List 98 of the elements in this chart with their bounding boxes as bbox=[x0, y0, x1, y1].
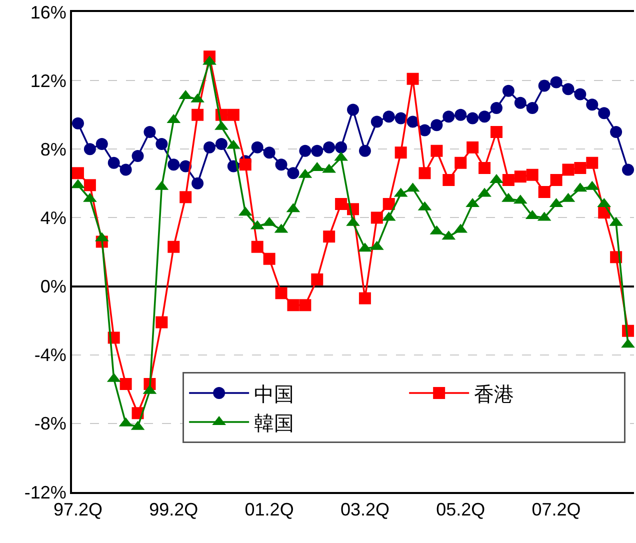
point bbox=[418, 167, 431, 180]
y-tick-label: -12% bbox=[24, 482, 66, 502]
x-tick-label: 97.2Q bbox=[53, 500, 103, 520]
point bbox=[466, 141, 479, 154]
point bbox=[287, 299, 300, 312]
point bbox=[490, 102, 502, 114]
point bbox=[275, 158, 288, 171]
x-tick-label: 07.2Q bbox=[532, 500, 581, 520]
point bbox=[358, 144, 371, 157]
point bbox=[168, 240, 180, 253]
point bbox=[622, 164, 634, 176]
point bbox=[442, 174, 455, 186]
point bbox=[382, 198, 395, 210]
point bbox=[454, 156, 467, 169]
point bbox=[84, 143, 96, 156]
point bbox=[586, 156, 598, 169]
point bbox=[227, 108, 240, 121]
point bbox=[84, 179, 96, 192]
point bbox=[466, 112, 479, 124]
point bbox=[418, 124, 431, 136]
point bbox=[287, 167, 300, 180]
point bbox=[144, 126, 156, 138]
legend-label: 香港 bbox=[474, 384, 514, 406]
point bbox=[526, 168, 538, 181]
point bbox=[394, 112, 407, 124]
y-tick-label: 16% bbox=[30, 2, 66, 22]
point bbox=[347, 104, 359, 116]
point bbox=[72, 117, 84, 130]
point bbox=[156, 138, 168, 150]
point bbox=[120, 378, 132, 390]
y-tick-label: 4% bbox=[40, 208, 66, 228]
point bbox=[358, 292, 371, 304]
point bbox=[430, 144, 443, 157]
point bbox=[215, 138, 228, 150]
point bbox=[370, 212, 383, 224]
point bbox=[502, 84, 514, 97]
x-tick-label: 99.2Q bbox=[149, 500, 198, 520]
point bbox=[538, 186, 550, 198]
point bbox=[239, 158, 252, 171]
point bbox=[562, 164, 574, 176]
point bbox=[598, 107, 610, 120]
point bbox=[514, 170, 526, 183]
point bbox=[406, 116, 419, 128]
legend-label: 韓国 bbox=[254, 412, 294, 435]
point bbox=[299, 299, 312, 312]
point bbox=[132, 150, 144, 162]
point bbox=[192, 108, 204, 121]
point bbox=[120, 164, 132, 176]
point bbox=[478, 162, 491, 174]
point bbox=[275, 287, 288, 300]
point bbox=[562, 83, 574, 96]
point bbox=[478, 110, 491, 123]
point bbox=[335, 141, 348, 154]
point bbox=[430, 119, 443, 132]
point bbox=[550, 76, 562, 88]
point bbox=[574, 88, 586, 100]
point bbox=[514, 96, 526, 109]
x-tick-label: 01.2Q bbox=[244, 500, 294, 520]
point bbox=[108, 156, 120, 169]
point bbox=[180, 191, 192, 204]
point bbox=[526, 102, 538, 114]
point bbox=[370, 116, 383, 128]
point bbox=[610, 126, 622, 138]
y-tick-label: 12% bbox=[30, 70, 66, 91]
point bbox=[251, 141, 264, 154]
x-tick-label: 03.2Q bbox=[340, 500, 390, 520]
legend-label: 中国 bbox=[254, 384, 294, 406]
point bbox=[96, 138, 108, 150]
point bbox=[490, 126, 502, 138]
y-tick-label: -8% bbox=[34, 414, 66, 434]
point bbox=[263, 252, 276, 265]
point bbox=[502, 174, 514, 186]
y-tick-label: -4% bbox=[34, 345, 66, 366]
point bbox=[454, 108, 467, 121]
point bbox=[311, 273, 324, 286]
point bbox=[550, 174, 562, 186]
point bbox=[263, 146, 276, 159]
point bbox=[168, 158, 180, 171]
x-tick-label: 05.2Q bbox=[436, 500, 486, 520]
y-tick-label: 0% bbox=[40, 276, 66, 297]
point bbox=[323, 141, 336, 154]
point bbox=[382, 110, 395, 123]
point bbox=[156, 316, 168, 328]
point bbox=[574, 162, 586, 174]
point bbox=[394, 146, 407, 159]
point bbox=[204, 141, 216, 154]
point bbox=[251, 240, 264, 253]
point bbox=[311, 144, 324, 157]
y-tick-label: 8% bbox=[40, 139, 66, 160]
point bbox=[299, 144, 312, 157]
point bbox=[406, 72, 419, 85]
point bbox=[323, 230, 336, 243]
point bbox=[586, 98, 598, 111]
point bbox=[335, 198, 348, 210]
point bbox=[192, 177, 204, 190]
point bbox=[442, 110, 455, 123]
point bbox=[538, 80, 550, 92]
point bbox=[72, 167, 84, 180]
